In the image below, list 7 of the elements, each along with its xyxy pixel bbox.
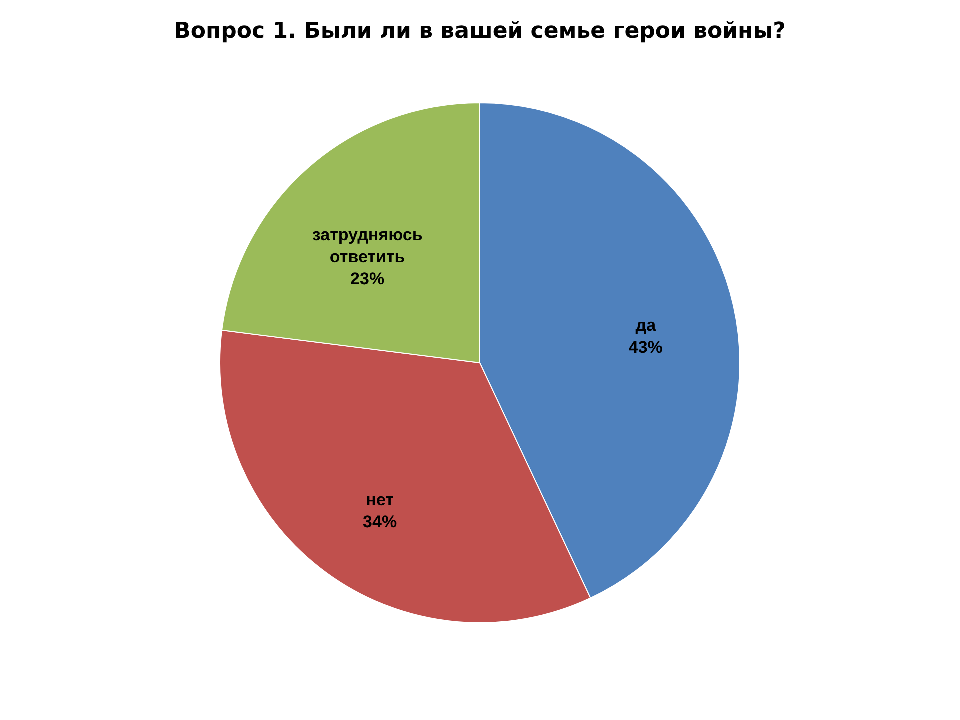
slice-label: да xyxy=(636,316,657,335)
data-label: 23% xyxy=(350,269,385,288)
slice-label: нет xyxy=(366,490,394,510)
data-label: 34% xyxy=(363,512,398,532)
data-label: 43% xyxy=(628,338,663,357)
slice-label: затрудняюсь ответить xyxy=(312,225,423,266)
chart-title: Вопрос 1. Были ли в вашей семье герои войны? xyxy=(174,19,786,44)
